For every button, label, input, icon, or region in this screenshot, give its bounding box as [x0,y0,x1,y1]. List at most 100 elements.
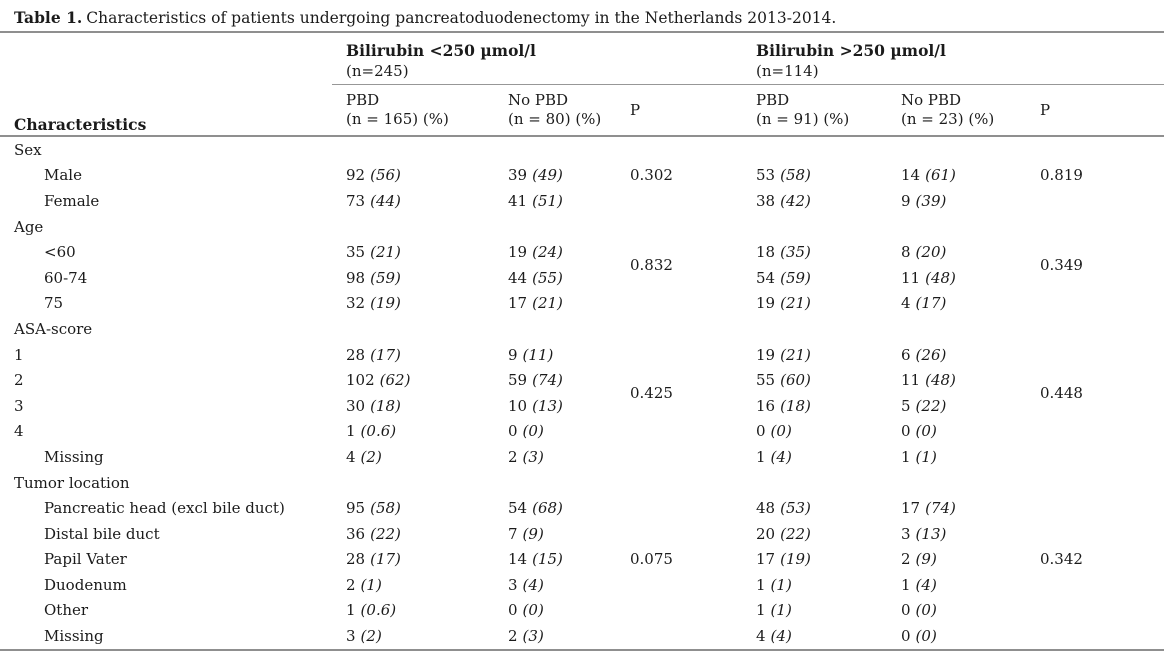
data-cell: 0 (0) [742,419,887,445]
row-label: 3 [14,396,24,415]
data-cell: 32 (19) [332,291,494,317]
data-cell: 18 (35) [742,239,887,265]
row-label: Other [44,601,89,620]
data-cell: 0 (0) [887,623,1026,651]
empty-cell [742,214,887,240]
empty-cell [616,572,742,598]
data-cell: 4 (4) [742,623,887,651]
percent-value: (74) [925,499,956,518]
percent-value: (0) [915,627,937,646]
p-value-cell: 0.819 [1040,166,1083,185]
row-label: 1 [14,345,24,364]
empty-cell [887,470,1026,496]
percent-value: (22) [915,396,947,415]
count-value: 1 [346,422,356,441]
percent-value: (58) [780,166,811,185]
empty-cell [616,316,742,342]
column-header-p-low: P [616,84,742,137]
count-value: 54 [508,499,528,518]
percent-value: (74) [532,371,563,390]
row-label: 4 [14,422,24,441]
data-cell: 8 (20) [887,239,1026,265]
empty-cell [1026,444,1164,470]
count-value: 1 [901,575,911,594]
percent-value: (9) [915,550,937,569]
percent-value: (42) [780,191,811,210]
table-row: Male 92 (56) 39 (49) 0.302 53 (58) 14 (61) 0.819 [0,163,1164,189]
table-caption: Table 1. Characteristics of patients unde… [0,0,1164,30]
count-value: 10 [508,396,528,415]
p-value-cell: 0.448 [1040,383,1083,402]
empty-cell [494,214,616,240]
percent-value: (59) [780,268,811,287]
data-cell: 48 (53) [742,495,887,521]
count-value: 48 [756,499,776,518]
table-row: Pancreatic head (excl bile duct) 95 (58) 54… [0,495,1164,521]
empty-cell [1026,495,1164,521]
data-cell: 39 (49) [494,163,616,189]
data-cell: 4 (17) [887,291,1026,317]
empty-cell [1026,572,1164,598]
data-cell: 11 (48) [887,265,1026,291]
count-value: 3 [901,524,911,543]
table-row: Missing 3 (2) 2 (3) 4 (4) 0 (0) [0,623,1164,651]
count-value: 0 [901,601,911,620]
group-header-bilirubin-high: Bilirubin >250 µmol/l [756,41,946,60]
data-cell: 1 (1) [742,598,887,624]
table-header: Characteristics Bilirubin <250 µmol/l Bi… [0,32,1164,137]
count-value: 7 [508,524,518,543]
count-value: 19 [756,294,776,313]
empty-cell [887,214,1026,240]
percent-value: (0) [915,422,937,441]
percent-value: (53) [780,499,811,518]
column-header-p-high: P [1026,84,1164,137]
percent-value: (60) [780,371,811,390]
count-value: 0 [508,601,518,620]
count-value: 3 [508,575,518,594]
count-value: 9 [508,345,518,364]
count-value: 1 [346,601,356,620]
empty-cell [616,598,742,624]
count-value: 19 [508,243,528,262]
percent-value: (55) [532,268,563,287]
empty-cell [332,136,494,163]
table-row: 4 1 (0.6) 0 (0) 0 (0) 0 (0) [0,419,1164,445]
p-value-cell: 0.425 [630,383,673,402]
row-label: Missing [0,623,332,651]
section-row: Age [0,214,1164,240]
empty-cell [616,342,742,368]
empty-cell [1026,419,1164,445]
percent-value: (0) [915,601,937,620]
data-cell: 54 (68) [494,495,616,521]
data-cell: 2 (1) [332,572,494,598]
count-value: 95 [346,499,366,518]
data-cell: 17 (19) [742,547,887,573]
data-cell: 59 (74) [494,367,616,393]
data-cell: 19 (24) [494,239,616,265]
empty-cell [1026,291,1164,317]
table-row: 2 102 (62) 59 (74) 0.425 55 (60) 11 (48) 0.448 [0,367,1164,402]
count-value: 53 [756,166,776,185]
percent-value: (22) [370,524,401,543]
percent-value: (1) [770,575,792,594]
percent-value: (68) [532,499,563,518]
group-n-bilirubin-high: (n=114) [742,61,1164,85]
empty-cell [494,136,616,163]
count-value: 2 [508,627,518,646]
row-label: Male [44,166,82,185]
count-value: 2 [901,550,911,569]
p-value-cell: 0.302 [630,166,673,185]
count-value: 11 [901,371,921,390]
data-cell: 17 (74) [887,495,1026,521]
empty-cell [1026,598,1164,624]
data-cell: 2 (3) [494,444,616,470]
percent-value: (4) [770,447,792,466]
count-value: 3 [346,627,356,646]
empty-cell [616,470,742,496]
empty-cell [332,214,494,240]
percent-value: (62) [379,371,411,390]
data-cell: 1 (0.6) [332,598,494,624]
count-value: 28 [346,550,366,569]
p-value-cell: 0.342 [1040,550,1083,569]
count-value: 98 [346,268,366,287]
